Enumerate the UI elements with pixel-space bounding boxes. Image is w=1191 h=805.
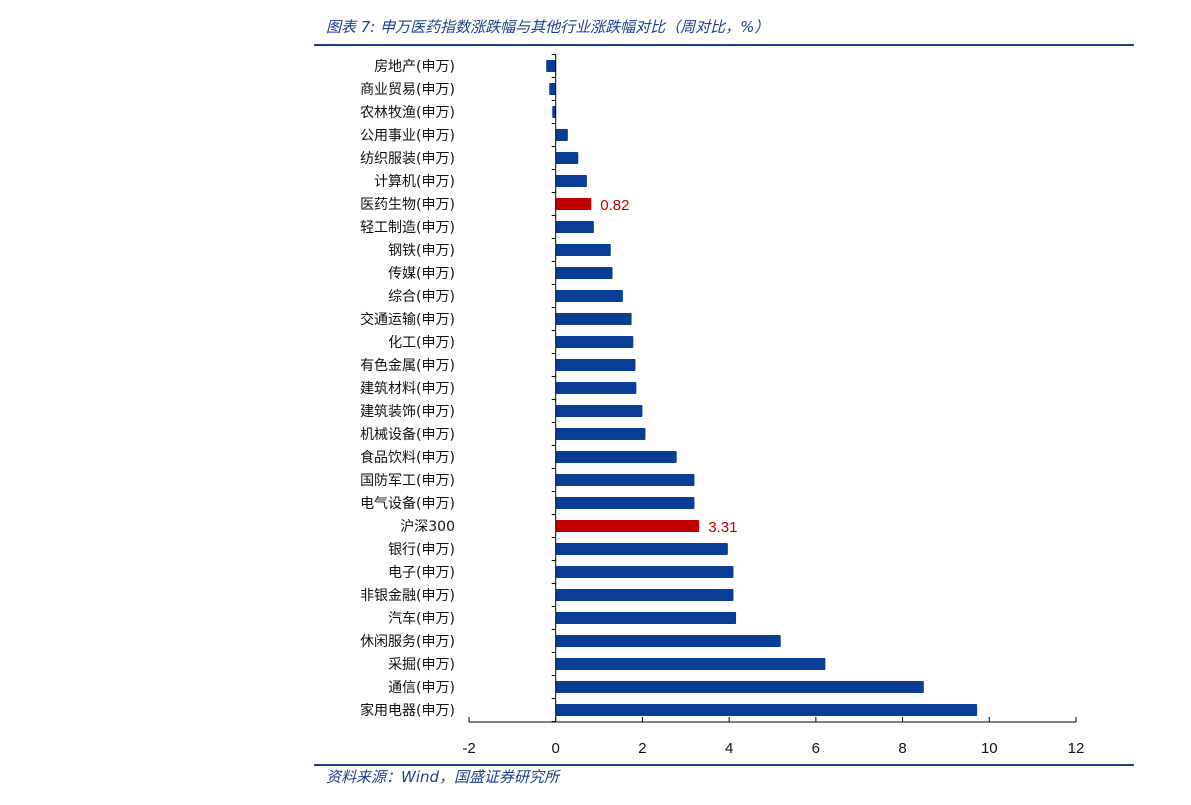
bar [555,290,623,302]
x-tick-label: 2 [638,740,646,757]
category-label: 家用电器(申万) [360,702,455,719]
category-label: 综合(申万) [388,289,455,305]
x-tick-label: 6 [812,740,820,757]
category-label: 银行(申万) [388,542,455,558]
x-tick-label: -2 [462,740,475,757]
bar [555,221,594,233]
category-label: 有色金属(申万) [360,357,455,374]
category-label: 交通运输(申万) [360,311,455,328]
category-label: 沪深300 [400,519,455,535]
category-label: 化工(申万) [388,335,455,351]
bar [555,497,695,509]
bar [555,520,700,532]
data-label: 0.82 [600,197,629,214]
category-label: 国防军工(申万) [360,473,455,489]
bar [555,175,587,187]
bar [555,589,734,601]
figure-title: 图表 7: 申万医药指数涨跌幅与其他行业涨跌幅对比（周对比，%） [326,18,770,36]
bar [549,83,556,95]
bar [555,267,613,279]
category-label: 机械设备(申万) [360,426,455,443]
category-label: 食品饮料(申万) [360,449,455,466]
data-label: 3.31 [708,519,737,536]
bar [555,635,781,647]
category-label: 汽车(申万) [388,610,455,627]
category-label: 钢铁(申万) [388,243,455,259]
bar [555,382,637,394]
x-tick-label: 0 [552,740,560,757]
category-label: 电子(申万) [388,565,455,581]
bar [555,451,677,463]
category-label: 建筑装饰(申万) [360,404,455,420]
category-label: 公用事业(申万) [360,128,455,144]
category-label: 纺织服装(申万) [360,151,455,167]
category-label: 传媒(申万) [388,266,455,282]
category-label: 休闲服务(申万) [360,634,455,650]
category-label: 电气设备(申万) [360,495,455,512]
x-tick-label: 8 [898,740,906,757]
bar [546,60,556,72]
bar [555,198,592,210]
category-label: 建筑材料(申万) [360,381,455,397]
bar [555,152,579,164]
bar [555,428,646,440]
category-label: 房地产(申万) [374,59,455,75]
bar [552,106,556,118]
top-rule [314,44,1134,46]
category-label: 医药生物(申万) [360,197,455,213]
bar [555,474,695,486]
bar [555,566,734,578]
bar [555,612,737,624]
figure-source: 资料来源：Wind，国盛证券研究所 [326,768,560,786]
bar [555,704,978,716]
bar [555,359,636,371]
category-label: 非银金融(申万) [360,588,455,604]
bar [555,681,924,693]
x-tick-label: 12 [1068,740,1085,757]
x-tick-label: 4 [725,740,733,757]
bar [555,658,826,670]
bar [555,543,728,555]
bar [555,336,634,348]
bar [555,405,643,417]
category-label: 计算机(申万) [374,174,455,190]
category-label: 农林牧渔(申万) [360,105,455,121]
category-label: 采掘(申万) [388,657,455,673]
category-label: 通信(申万) [388,680,455,696]
category-label: 商业贸易(申万) [360,82,455,98]
bottom-rule [314,764,1134,766]
bar [555,244,611,256]
bar [555,313,632,325]
category-label: 轻工制造(申万) [360,220,455,236]
bar [555,129,568,141]
x-tick-label: 10 [981,740,998,757]
